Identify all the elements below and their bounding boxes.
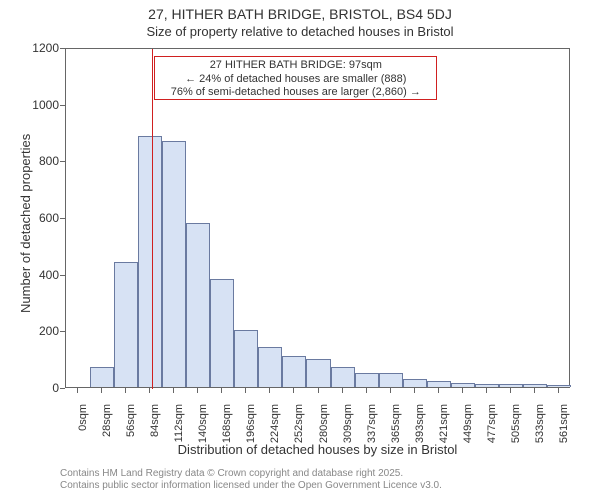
y-tick-mark [60, 161, 65, 162]
x-tick-label: 84sqm [149, 404, 161, 450]
x-tick-label: 112sqm [173, 404, 185, 450]
histogram-bar [355, 373, 379, 387]
histogram-bar [186, 223, 210, 387]
x-tick-label: 393sqm [414, 404, 426, 450]
x-tick-mark [173, 388, 174, 393]
x-tick-mark [414, 388, 415, 393]
y-tick-label: 1200 [25, 41, 59, 55]
histogram-bar [306, 359, 330, 387]
x-tick-mark [125, 388, 126, 393]
x-tick-label: 28sqm [101, 404, 113, 450]
y-tick-label: 800 [25, 154, 59, 168]
x-tick-label: 477sqm [486, 404, 498, 450]
y-tick-mark [60, 218, 65, 219]
x-tick-mark [510, 388, 511, 393]
footer-line-2: Contains public sector information licen… [60, 480, 442, 492]
x-tick-label: 561sqm [558, 404, 570, 450]
x-tick-mark [245, 388, 246, 393]
histogram-bar [403, 379, 427, 388]
histogram-bar [475, 384, 499, 387]
histogram-bar [547, 385, 571, 387]
x-tick-label: 140sqm [197, 404, 209, 450]
x-tick-mark [149, 388, 150, 393]
histogram-bar [90, 367, 114, 387]
annotation-line: 27 HITHER BATH BRIDGE: 97sqm [159, 59, 432, 73]
chart-title-sub: Size of property relative to detached ho… [0, 24, 600, 39]
histogram-bar [162, 141, 186, 388]
histogram-bar [138, 136, 162, 387]
y-tick-mark [60, 388, 65, 389]
x-tick-label: 309sqm [342, 404, 354, 450]
annotation-line: 76% of semi-detached houses are larger (… [159, 86, 432, 100]
x-tick-mark [221, 388, 222, 393]
x-tick-label: 0sqm [77, 404, 89, 450]
x-tick-mark [366, 388, 367, 393]
y-tick-mark [60, 48, 65, 49]
x-tick-label: 505sqm [510, 404, 522, 450]
y-tick-label: 200 [25, 324, 59, 338]
x-tick-label: 196sqm [245, 404, 257, 450]
x-tick-label: 280sqm [318, 404, 330, 450]
x-tick-mark [342, 388, 343, 393]
x-tick-mark [486, 388, 487, 393]
annotation-box: 27 HITHER BATH BRIDGE: 97sqm← 24% of det… [154, 56, 437, 100]
histogram-bar [427, 381, 451, 387]
x-tick-mark [318, 388, 319, 393]
histogram-bar [499, 384, 523, 387]
y-tick-label: 1000 [25, 98, 59, 112]
footer-line-1: Contains HM Land Registry data © Crown c… [60, 468, 442, 480]
histogram-bar [523, 384, 547, 387]
x-tick-label: 421sqm [438, 404, 450, 450]
x-tick-mark [101, 388, 102, 393]
histogram-bar [114, 262, 138, 387]
histogram-bar [258, 347, 282, 387]
x-tick-label: 252sqm [293, 404, 305, 450]
x-tick-mark [293, 388, 294, 393]
histogram-bar [451, 383, 475, 387]
plot-area: 27 HITHER BATH BRIDGE: 97sqm← 24% of det… [65, 48, 570, 388]
y-tick-mark [60, 105, 65, 106]
x-tick-mark [558, 388, 559, 393]
histogram-bar [282, 356, 306, 387]
x-tick-mark [438, 388, 439, 393]
x-tick-label: 533sqm [534, 404, 546, 450]
y-tick-mark [60, 275, 65, 276]
x-tick-mark [390, 388, 391, 393]
annotation-line: ← 24% of detached houses are smaller (88… [159, 73, 432, 87]
x-tick-mark [197, 388, 198, 393]
histogram-bar [331, 367, 355, 387]
x-tick-label: 224sqm [269, 404, 281, 450]
x-tick-mark [462, 388, 463, 393]
x-tick-label: 56sqm [125, 404, 137, 450]
histogram-bar [379, 373, 403, 387]
x-tick-mark [534, 388, 535, 393]
x-tick-mark [269, 388, 270, 393]
y-tick-label: 400 [25, 268, 59, 282]
y-tick-mark [60, 331, 65, 332]
x-tick-mark [77, 388, 78, 393]
chart-title-main: 27, HITHER BATH BRIDGE, BRISTOL, BS4 5DJ [0, 6, 600, 22]
x-tick-label: 337sqm [366, 404, 378, 450]
histogram-bar [210, 279, 234, 387]
x-tick-label: 168sqm [221, 404, 233, 450]
y-tick-label: 0 [25, 381, 59, 395]
property-marker-line [152, 49, 153, 389]
footer-attribution: Contains HM Land Registry data © Crown c… [60, 468, 442, 492]
histogram-bar [234, 330, 258, 387]
x-tick-label: 449sqm [462, 404, 474, 450]
y-tick-label: 600 [25, 211, 59, 225]
x-tick-label: 365sqm [390, 404, 402, 450]
